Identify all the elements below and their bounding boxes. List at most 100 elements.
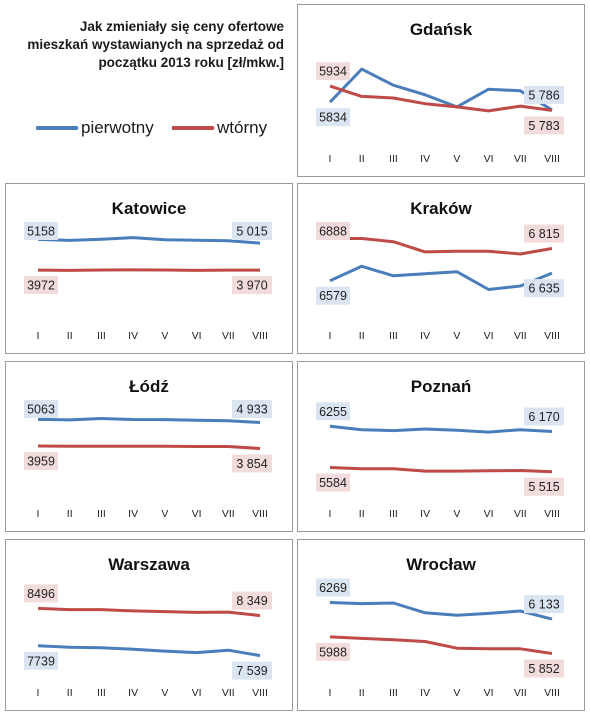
data-label-end-wtorny: 8 349: [232, 591, 272, 610]
data-label-text: 6579: [319, 289, 347, 303]
x-tick-label: I: [37, 687, 40, 699]
data-label-end-pierwotny: 6 170: [524, 407, 564, 426]
series-line-wtorny: [37, 606, 261, 618]
data-label-text: 5 783: [528, 119, 559, 133]
chart-title: Jak zmieniały się ceny ofertowe mieszkań…: [8, 18, 284, 72]
x-tick-label: III: [389, 330, 398, 342]
series-line-wtorny: [329, 84, 553, 113]
data-label-end-wtorny: 3 854: [232, 454, 272, 473]
series-line-wtorny: [329, 466, 553, 474]
data-label-end-wtorny: 5 515: [524, 477, 564, 496]
x-tick-label: VIII: [544, 330, 560, 342]
data-label-text: 6 170: [528, 410, 559, 424]
x-tick-label: VI: [484, 508, 494, 520]
chart-title-line-2: mieszkań wystawianych na sprzedaż od: [27, 37, 284, 52]
chart-title-line-3: początku 2013 roku [zł/mkw.]: [98, 55, 284, 70]
x-tick-label: V: [453, 508, 460, 520]
data-label-box: [524, 477, 564, 496]
data-label-text: 6 635: [528, 282, 559, 296]
series-line-wtorny: [37, 444, 261, 450]
x-tick-label: V: [453, 687, 460, 699]
x-tick-label: III: [389, 687, 398, 699]
data-label-text: 8496: [27, 587, 55, 601]
data-label-box: [316, 62, 350, 81]
data-label-text: 4 933: [236, 403, 267, 417]
data-label-box: [316, 286, 350, 305]
data-label-text: 6255: [319, 405, 347, 419]
x-tick-label: III: [389, 153, 398, 165]
legend-item-pierwotny: pierwotny: [36, 117, 154, 139]
x-tick-label: II: [359, 687, 365, 699]
x-tick-label: VIII: [544, 153, 560, 165]
series-line-pierwotny: [37, 417, 261, 424]
x-tick-label: I: [329, 330, 332, 342]
legend: pierwotny wtórny: [36, 117, 286, 139]
data-label-start-wtorny: 6888: [316, 222, 350, 240]
data-label-text: 6 815: [528, 227, 559, 241]
data-label-end-pierwotny: 4 933: [232, 400, 272, 418]
data-label-box: [316, 642, 350, 661]
data-label-box: [524, 116, 564, 135]
data-label-start-wtorny: 5584: [316, 473, 350, 492]
data-label-start-pierwotny: 6269: [316, 578, 350, 597]
data-label-text: 5 515: [528, 480, 559, 494]
chart-title-line-1: Jak zmieniały się ceny ofertowe: [79, 19, 284, 34]
x-tick-label: I: [329, 153, 332, 165]
data-label-end-wtorny: 5 852: [524, 659, 564, 678]
x-tick-label: II: [359, 330, 365, 342]
data-label-start-wtorny: 3972: [24, 276, 58, 295]
data-label-text: 6888: [319, 225, 347, 239]
legend-item-wtorny: wtórny: [172, 117, 267, 139]
panel-poznan: Poznań I II III IV V VI VII VIII 6255 5584 6 170 5 5…: [297, 361, 585, 532]
x-tick-label: II: [359, 508, 365, 520]
x-tick-label: V: [161, 330, 168, 342]
x-tick-label: V: [453, 153, 460, 165]
chart-title-gdansk: Gdańsk: [410, 20, 473, 39]
x-tick-label: VII: [222, 508, 235, 520]
data-label-end-wtorny: 6 815: [524, 224, 564, 243]
x-tick-label: I: [329, 687, 332, 699]
data-label-text: 8 349: [236, 594, 267, 608]
data-label-text: 3 854: [236, 457, 267, 471]
x-tick-label: V: [453, 330, 460, 342]
data-label-text: 5 786: [528, 88, 559, 102]
data-label-end-pierwotny: 7 539: [232, 661, 272, 680]
data-label-box: [24, 222, 58, 240]
x-tick-label: VII: [514, 508, 527, 520]
x-tick-label: III: [97, 508, 106, 520]
data-label-start-pierwotny: 5063: [24, 400, 58, 418]
series-line-pierwotny: [37, 236, 261, 245]
data-label-start-wtorny: 8496: [24, 584, 58, 603]
series-line-wtorny: [329, 635, 553, 655]
data-label-text: 5988: [319, 645, 347, 659]
x-tick-label: V: [161, 508, 168, 520]
x-tick-label: IV: [420, 330, 430, 342]
x-tick-label: VII: [222, 330, 235, 342]
x-tick-label: VII: [514, 153, 527, 165]
x-tick-label: VI: [484, 330, 494, 342]
x-tick-label: IV: [420, 508, 430, 520]
legend-swatch-pierwotny: [36, 126, 78, 130]
x-tick-label: IV: [128, 330, 138, 342]
data-label-box: [316, 108, 350, 127]
data-label-end-pierwotny: 5 786: [524, 85, 564, 104]
data-label-text: 5584: [319, 476, 347, 490]
legend-label-pierwotny: pierwotny: [81, 118, 154, 137]
data-label-box: [232, 222, 272, 240]
x-tick-label: VI: [484, 687, 494, 699]
data-label-box: [524, 407, 564, 426]
data-label-box: [232, 276, 272, 295]
data-label-text: 5934: [319, 65, 347, 79]
legend-swatch-wtorny: [172, 126, 214, 130]
data-label-box: [24, 400, 58, 418]
x-tick-label: I: [329, 508, 332, 520]
data-label-text: 3972: [27, 279, 55, 293]
data-label-text: 5 852: [528, 662, 559, 676]
x-tick-label: VI: [484, 153, 494, 165]
data-label-box: [24, 451, 58, 470]
data-label-text: 5063: [27, 403, 55, 417]
